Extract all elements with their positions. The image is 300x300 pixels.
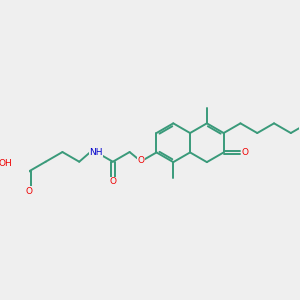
Text: NH: NH [89, 148, 103, 157]
Text: OH: OH [0, 159, 12, 168]
Text: O: O [109, 177, 116, 186]
Text: O: O [241, 148, 248, 157]
Text: O: O [137, 156, 144, 165]
Text: O: O [26, 187, 32, 196]
